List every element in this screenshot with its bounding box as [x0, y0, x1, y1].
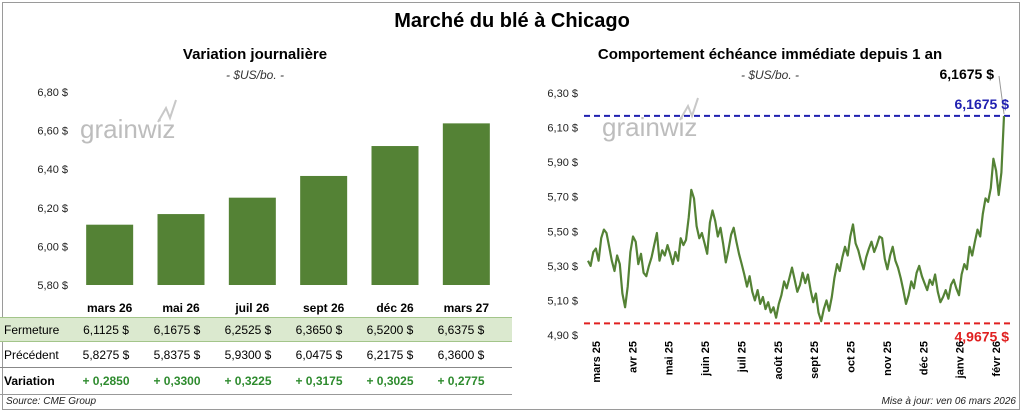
x-category-label: juil 26 — [234, 301, 269, 315]
bar — [228, 197, 276, 285]
y-tick-label: 6,00 $ — [37, 241, 68, 253]
change-cell: + 0,2775 — [437, 374, 485, 388]
previous-cell: 5,8275 $ — [82, 348, 130, 362]
close-cell: 6,1675 $ — [153, 323, 201, 337]
close-cell: 6,5200 $ — [366, 323, 414, 337]
x-category-label: sept 26 — [303, 301, 345, 315]
previous-cell: 6,2175 $ — [366, 348, 414, 362]
y-tick-label: 6,40 $ — [37, 164, 68, 176]
close-cell: 6,2525 $ — [224, 323, 272, 337]
close-cell: 6,1125 $ — [83, 323, 129, 337]
change-cell: + 0,3175 — [295, 374, 343, 388]
price-series-line — [587, 115, 1006, 323]
x-tick-label: août 25 — [773, 341, 785, 380]
previous-cell: 5,8375 $ — [153, 348, 201, 362]
change-cell: + 0,3025 — [366, 374, 414, 388]
previous-cell: 5,9300 $ — [224, 348, 272, 362]
bar — [157, 214, 205, 285]
y-tick-label: 5,30 $ — [547, 261, 578, 273]
y-tick-label: 6,10 $ — [547, 123, 578, 135]
x-tick-label: juil 25 — [736, 341, 748, 373]
x-tick-label: sept 25 — [809, 341, 821, 379]
x-category-label: mars 27 — [444, 301, 490, 315]
x-tick-label: févr 26 — [991, 341, 1003, 376]
max-value-label: 6,1675 $ — [955, 96, 1010, 112]
last-value-label: 6,1675 $ — [940, 66, 995, 82]
min-value-label: 4,9675 $ — [955, 328, 1010, 344]
last-value-leader — [998, 75, 1005, 114]
main-title: Marché du blé à Chicago — [394, 10, 630, 32]
y-tick-label: 4,90 $ — [547, 330, 578, 342]
x-category-label: mars 26 — [87, 301, 133, 315]
watermark-mark — [157, 99, 177, 123]
close-cell: 6,6375 $ — [437, 323, 485, 337]
row-label-close: Fermeture — [4, 323, 60, 337]
x-tick-label: avr 25 — [627, 341, 639, 373]
right-panel-unit: - $US/bo. - — [740, 68, 800, 82]
x-tick-label: oct 25 — [846, 341, 858, 373]
bar — [371, 146, 419, 285]
table-bottom-border — [0, 394, 512, 395]
change-cell: + 0,3300 — [153, 374, 201, 388]
y-tick-label: 5,80 $ — [37, 280, 68, 292]
y-tick-label: 5,70 $ — [547, 192, 578, 204]
left-panel-title: Variation journalière — [182, 46, 328, 63]
y-tick-label: 6,20 $ — [37, 203, 68, 215]
bar — [300, 175, 348, 285]
row-label-change: Variation — [4, 374, 55, 388]
line-chart: grainwiz 4,90 $ 5,10 $ 5,30 $ 5,50 $ 5,70 $ 5… — [547, 66, 1012, 383]
x-tick-label: mars 25 — [591, 341, 603, 383]
bar — [86, 224, 134, 285]
x-tick-label: janv 26 — [955, 341, 967, 379]
x-category-label: mai 26 — [162, 301, 200, 315]
x-tick-label: juin 25 — [700, 341, 712, 377]
bar — [442, 123, 490, 285]
source-note: Source: CME Group — [6, 396, 97, 407]
update-note: Mise à jour: ven 06 mars 2026 — [881, 396, 1016, 407]
y-tick-label: 5,10 $ — [547, 295, 578, 307]
bar-chart: grainwiz 5,80 $ 6,00 $ 6,20 $ 6,40 $ 6,60 $ 6… — [37, 87, 490, 315]
y-tick-label: 6,60 $ — [37, 126, 68, 138]
x-tick-label: nov 25 — [882, 341, 894, 376]
y-tick-label: 6,80 $ — [37, 87, 68, 99]
change-cell: + 0,2850 — [82, 374, 130, 388]
previous-cell: 6,3600 $ — [437, 348, 485, 362]
right-panel-title: Comportement échéance immédiate depuis 1… — [597, 46, 943, 63]
previous-cell: 6,0475 $ — [295, 348, 343, 362]
table-row-change: Variation + 0,2850 + 0,3300 + 0,3225 + 0… — [0, 369, 512, 394]
watermark-logo: grainwiz — [80, 99, 177, 144]
table-row-close: Fermeture 6,1125 $ 6,1675 $ 6,2525 $ 6,3… — [0, 317, 512, 342]
row-label-previous: Précédent — [4, 348, 59, 362]
x-tick-label: déc 25 — [918, 341, 930, 375]
watermark-logo: grainwiz — [602, 97, 699, 142]
close-cell: 6,3650 $ — [295, 323, 343, 337]
x-category-label: déc 26 — [376, 301, 414, 315]
panel-frame — [2, 2, 1020, 410]
y-tick-label: 6,30 $ — [547, 88, 578, 100]
y-tick-label: 5,50 $ — [547, 226, 578, 238]
change-cell: + 0,3225 — [224, 374, 272, 388]
y-tick-label: 5,90 $ — [547, 157, 578, 169]
watermark-mark — [679, 97, 699, 121]
x-tick-label: mai 25 — [664, 341, 676, 375]
table-row-previous: Précédent 5,8275 $ 5,8375 $ 5,9300 $ 6,0… — [0, 343, 512, 368]
left-panel-unit: - $US/bo. - — [225, 68, 285, 82]
